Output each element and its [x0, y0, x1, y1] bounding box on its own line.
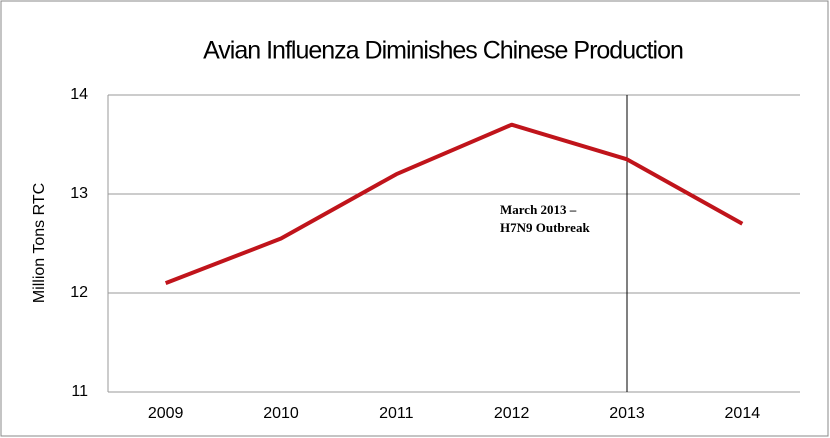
line-series	[164, 122, 744, 285]
y-tick-label: 13	[70, 185, 88, 202]
y-tick-label: 14	[70, 86, 88, 103]
x-tick-label: 2013	[609, 405, 645, 422]
x-tick-label: 2010	[263, 405, 299, 422]
x-tick-label: 2011	[379, 405, 414, 422]
y-tick-label: 12	[70, 284, 88, 301]
y-tick-label: 11	[71, 383, 88, 400]
x-tick-label: 2014	[725, 405, 761, 422]
x-tick-label: 2012	[494, 405, 530, 422]
annotation: H7N9 Outbreak	[500, 220, 590, 235]
y-axis-label: Million Tons RTC	[31, 183, 48, 303]
x-tick-label: 2009	[148, 405, 184, 422]
chart-title: Avian Influenza Diminishes Chinese Produ…	[203, 37, 683, 65]
annotation: March 2013 –	[500, 202, 577, 217]
